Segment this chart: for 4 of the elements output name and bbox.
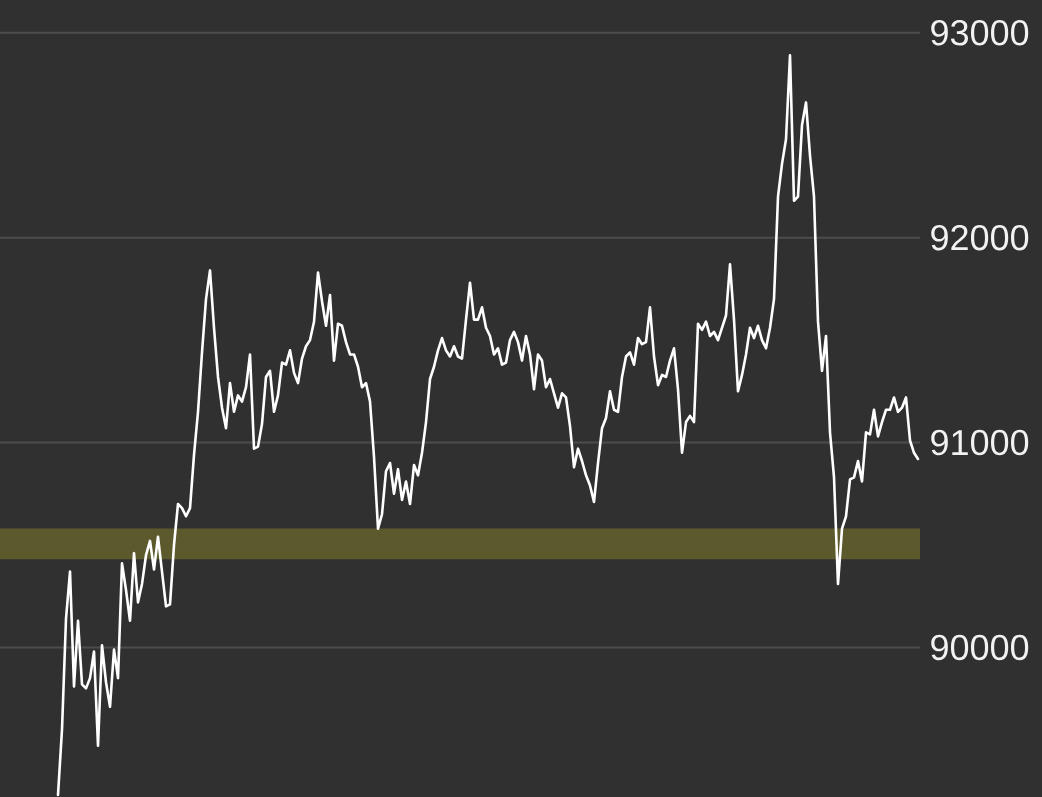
y-tick-label: 93000 — [931, 20, 1029, 46]
y-tick-label: 92000 — [931, 224, 1029, 251]
y-tick-label: 91000 — [931, 429, 1029, 456]
y-tick-label: 90000 — [931, 634, 1029, 661]
